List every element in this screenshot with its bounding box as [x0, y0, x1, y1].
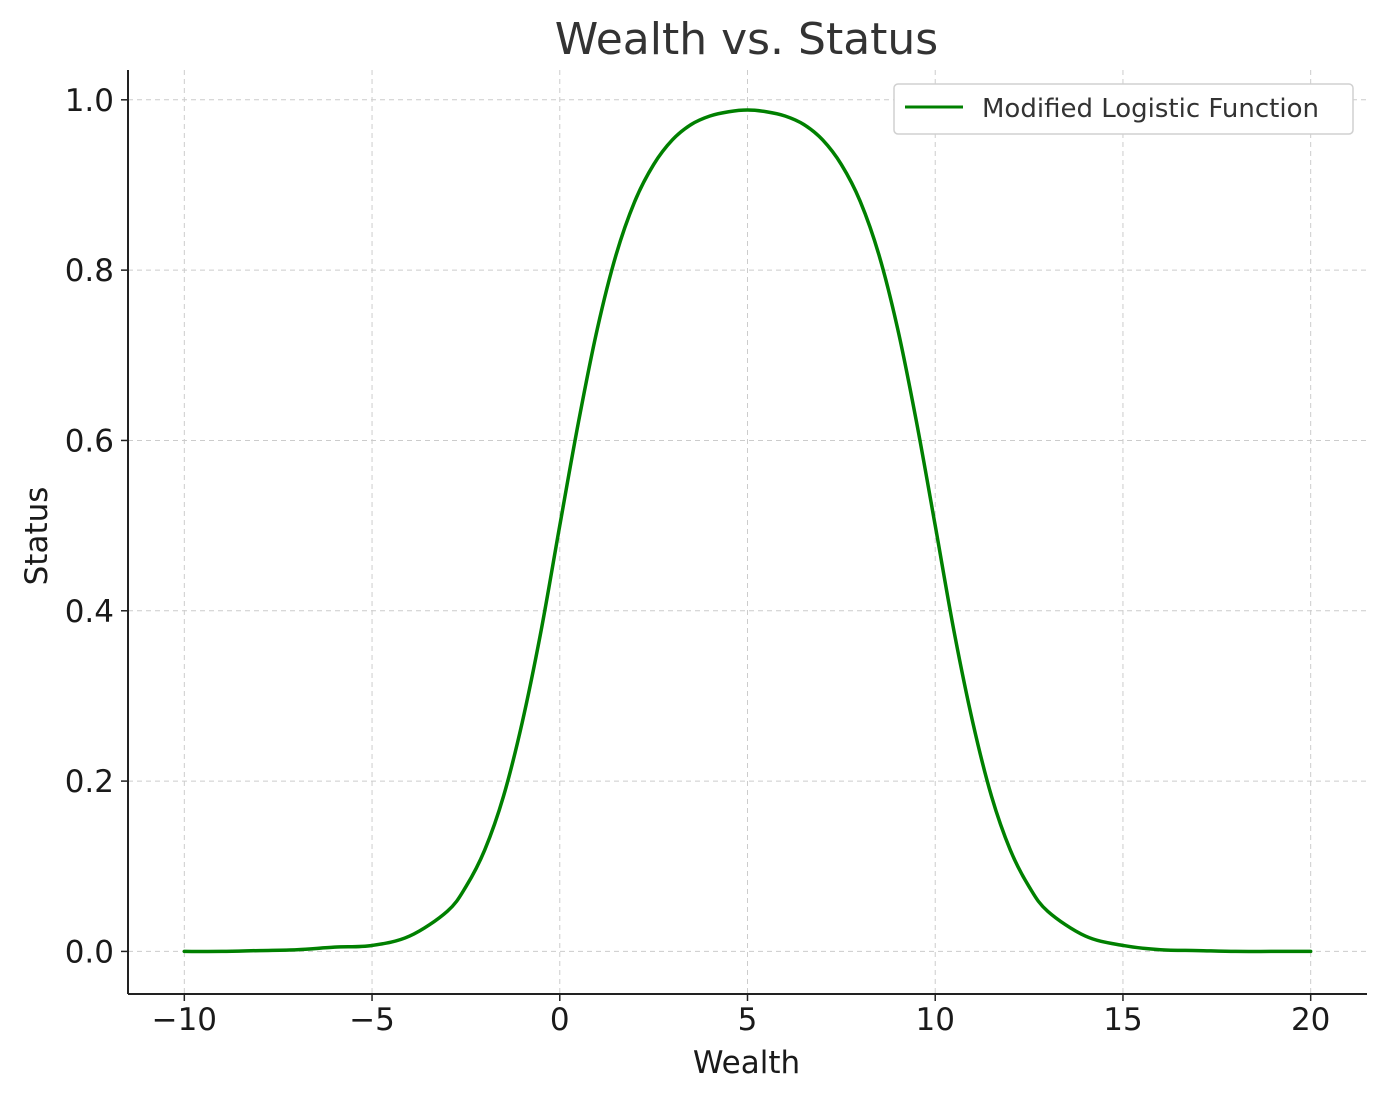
series-line-0: [182, 108, 1313, 954]
y-axis-label: Status: [19, 487, 55, 586]
ticks: −10 −5 0 5 10 15 20 0.0 0.2 0.4 0.6 0.8 1.0: [65, 83, 1331, 1038]
x-tick-label-2: 0: [550, 1002, 570, 1038]
x-tick-label-6: 20: [1291, 1002, 1330, 1038]
x-tick-label-1: −5: [349, 1002, 395, 1038]
x-tick-label-3: 5: [738, 1002, 758, 1038]
legend: Modified Logistic Function: [893, 83, 1354, 135]
y-tick-label-3: 0.6: [65, 423, 114, 459]
x-tick-label-5: 15: [1103, 1002, 1142, 1038]
x-axis-label: Wealth: [693, 1045, 800, 1081]
grid: [128, 70, 1367, 994]
y-tick-label-2: 0.4: [65, 594, 114, 630]
series-layer: [182, 108, 1313, 954]
y-tick-label-0: 0.0: [65, 934, 114, 970]
legend-label: Modified Logistic Function: [982, 94, 1319, 124]
legend-box: [893, 83, 1354, 135]
chart-title: Wealth vs. Status: [555, 14, 938, 65]
x-tick-label-0: −10: [152, 1002, 217, 1038]
y-tick-label-4: 0.8: [65, 253, 114, 289]
y-tick-label-1: 0.2: [65, 764, 114, 800]
y-tick-label-5: 1.0: [65, 83, 114, 119]
x-tick-label-4: 10: [916, 1002, 955, 1038]
